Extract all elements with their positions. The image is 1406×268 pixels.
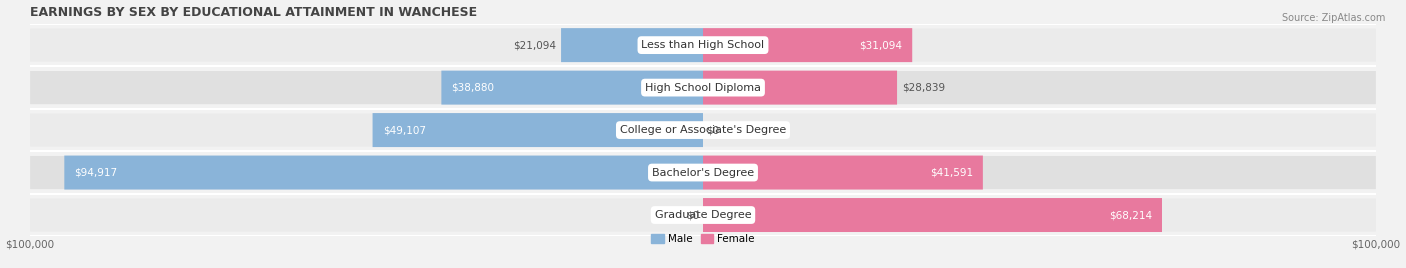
Text: $21,094: $21,094	[513, 40, 555, 50]
FancyBboxPatch shape	[703, 198, 1161, 232]
Text: $41,591: $41,591	[929, 168, 973, 178]
Text: Less than High School: Less than High School	[641, 40, 765, 50]
Text: $68,214: $68,214	[1109, 210, 1152, 220]
FancyBboxPatch shape	[30, 71, 1376, 104]
FancyBboxPatch shape	[30, 156, 1376, 189]
FancyBboxPatch shape	[30, 199, 1376, 232]
FancyBboxPatch shape	[373, 113, 703, 147]
Text: $38,880: $38,880	[451, 83, 495, 93]
Text: $94,917: $94,917	[75, 168, 118, 178]
Text: $28,839: $28,839	[903, 83, 946, 93]
Text: EARNINGS BY SEX BY EDUCATIONAL ATTAINMENT IN WANCHESE: EARNINGS BY SEX BY EDUCATIONAL ATTAINMEN…	[30, 6, 477, 18]
Text: $31,094: $31,094	[859, 40, 903, 50]
FancyBboxPatch shape	[703, 28, 912, 62]
Text: Graduate Degree: Graduate Degree	[655, 210, 751, 220]
FancyBboxPatch shape	[561, 28, 703, 62]
FancyBboxPatch shape	[30, 29, 1376, 62]
FancyBboxPatch shape	[65, 155, 703, 189]
Text: Bachelor's Degree: Bachelor's Degree	[652, 168, 754, 178]
Text: $49,107: $49,107	[382, 125, 426, 135]
Text: $0: $0	[706, 125, 720, 135]
Text: College or Associate's Degree: College or Associate's Degree	[620, 125, 786, 135]
Legend: Male, Female: Male, Female	[647, 230, 759, 248]
Text: $0: $0	[686, 210, 700, 220]
FancyBboxPatch shape	[441, 70, 703, 105]
Text: Source: ZipAtlas.com: Source: ZipAtlas.com	[1281, 13, 1385, 23]
FancyBboxPatch shape	[703, 70, 897, 105]
FancyBboxPatch shape	[703, 155, 983, 189]
FancyBboxPatch shape	[30, 114, 1376, 147]
Text: High School Diploma: High School Diploma	[645, 83, 761, 93]
